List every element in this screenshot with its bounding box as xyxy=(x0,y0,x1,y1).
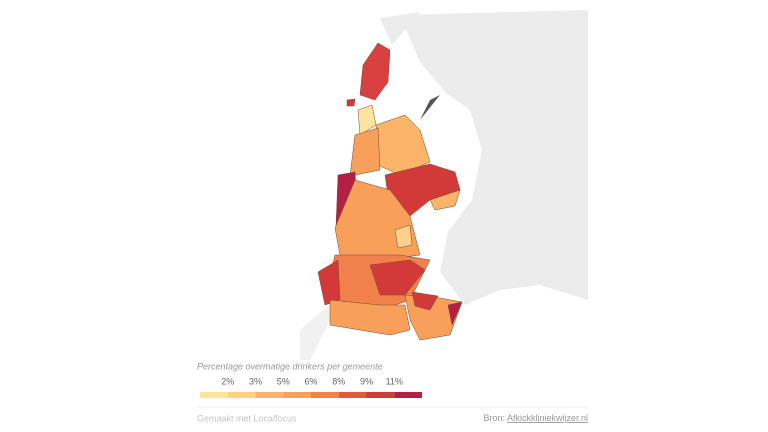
municipalities xyxy=(317,42,463,341)
legend-label: 3% xyxy=(249,376,262,386)
background-land xyxy=(300,10,588,360)
legend-label: 2% xyxy=(221,376,234,386)
legend-label: 11% xyxy=(386,376,403,386)
legend-label: 6% xyxy=(304,376,317,386)
legend-label: 8% xyxy=(332,376,345,386)
source: Bron: Afkickkliniekwijzer.nl xyxy=(483,413,588,423)
legend-swatch xyxy=(366,392,395,398)
legend-label: 9% xyxy=(360,376,373,386)
legend-swatch xyxy=(394,392,422,398)
source-prefix: Bron: xyxy=(483,413,505,423)
legend-swatch xyxy=(283,392,311,398)
legend-swatch xyxy=(227,392,256,398)
source-link[interactable]: Afkickkliniekwijzer.nl xyxy=(507,413,588,423)
legend-swatch xyxy=(200,392,228,398)
legend-label: 5% xyxy=(277,376,290,386)
legend-swatch xyxy=(311,392,339,398)
credit: Gemaakt met Localfocus xyxy=(197,413,297,423)
legend-swatch xyxy=(338,392,367,398)
legend-title: Percentage overmatige drinkers per gemee… xyxy=(197,361,383,371)
legend-swatch xyxy=(255,392,284,398)
legend: 2% 3% 5% 6% 8% 9% 11% xyxy=(200,376,422,398)
